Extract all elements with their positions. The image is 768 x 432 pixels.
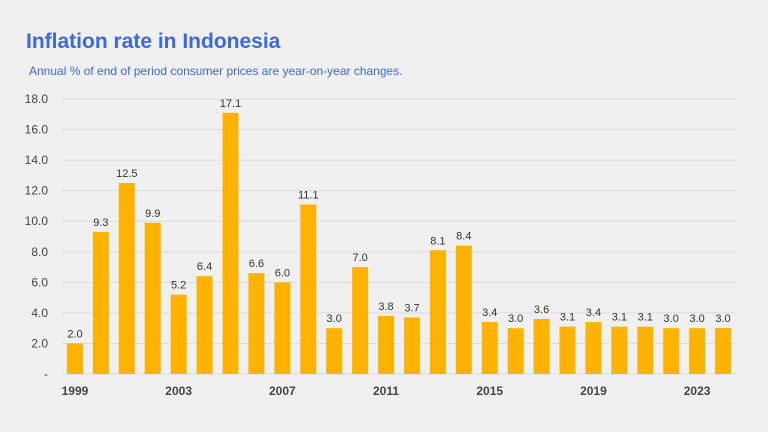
data-label: 3.1 <box>560 312 575 324</box>
data-label: 5.2 <box>171 280 186 292</box>
y-tick-label: 8.0 <box>31 245 48 259</box>
data-label: 2.0 <box>67 328 82 340</box>
bar-2014 <box>455 245 472 374</box>
data-label: 11.1 <box>298 189 319 201</box>
bar-2022 <box>663 328 680 374</box>
bar-2019 <box>585 322 602 374</box>
bar-2015 <box>481 322 498 374</box>
chart-subtitle: Annual % of end of period consumer price… <box>29 64 403 78</box>
y-tick-label: 16.0 <box>25 123 49 137</box>
bar-2008 <box>300 204 317 374</box>
y-tick-label: 12.0 <box>25 184 49 198</box>
bar-2023 <box>689 328 706 374</box>
data-label: 3.6 <box>534 304 549 316</box>
data-label: 8.4 <box>456 231 471 243</box>
y-tick-label: 6.0 <box>31 275 48 289</box>
x-tick-label: 1999 <box>62 384 89 398</box>
data-label: 3.1 <box>612 312 627 324</box>
bar-2007 <box>274 282 291 374</box>
x-tick-label: 2003 <box>165 384 192 398</box>
data-label: 3.0 <box>327 313 342 325</box>
bar-2001 <box>118 183 135 374</box>
bar-2016 <box>507 328 524 374</box>
bar-2006 <box>248 273 265 374</box>
x-tick-label: 2019 <box>580 384 607 398</box>
data-label: 6.4 <box>197 261 212 273</box>
data-label: 8.1 <box>430 235 445 247</box>
data-label: 6.6 <box>249 258 264 270</box>
data-label: 17.1 <box>220 98 241 110</box>
bar-2020 <box>611 326 628 374</box>
y-tick-label: 14.0 <box>25 153 49 167</box>
y-tick-label: 10.0 <box>25 214 49 228</box>
x-tick-label: 2015 <box>476 384 503 398</box>
data-label: 3.7 <box>404 302 419 314</box>
data-label: 12.5 <box>116 168 137 180</box>
x-tick-label: 2011 <box>373 384 399 398</box>
bar-2017 <box>533 319 550 374</box>
data-label: 6.0 <box>275 267 290 279</box>
y-tick-label: 4.0 <box>31 306 48 320</box>
data-label: 3.0 <box>664 313 679 325</box>
bar-2010 <box>352 267 369 374</box>
bar-2004 <box>196 276 213 374</box>
data-label: 3.1 <box>638 312 653 324</box>
bar-2000 <box>92 231 109 374</box>
bar-2018 <box>559 326 576 374</box>
bar-1999 <box>66 343 83 374</box>
data-label: 3.8 <box>378 301 393 313</box>
data-label: 3.4 <box>482 307 497 319</box>
x-tick-label: 2007 <box>269 384 296 398</box>
bar-2024 <box>715 328 732 374</box>
data-label: 7.0 <box>352 252 367 264</box>
bar-2013 <box>429 250 446 374</box>
y-tick-label: 18.0 <box>25 92 49 106</box>
data-label: 3.0 <box>715 313 730 325</box>
bar-2009 <box>326 328 343 374</box>
y-tick-label: - <box>44 367 48 381</box>
bar-2021 <box>637 326 654 374</box>
data-label: 9.3 <box>93 217 108 229</box>
bar-2011 <box>378 315 395 374</box>
data-label: 3.0 <box>508 313 523 325</box>
chart-title: Inflation rate in Indonesia <box>26 30 281 53</box>
data-label: 3.0 <box>689 313 704 325</box>
y-tick-label: 2.0 <box>31 336 48 350</box>
bar-2005 <box>222 112 239 374</box>
data-label: 3.4 <box>586 307 601 319</box>
bar-2002 <box>144 222 161 374</box>
x-tick-label: 2023 <box>684 384 711 398</box>
bar-2012 <box>403 317 420 374</box>
bar-2003 <box>170 294 187 374</box>
data-label: 9.9 <box>145 208 160 220</box>
